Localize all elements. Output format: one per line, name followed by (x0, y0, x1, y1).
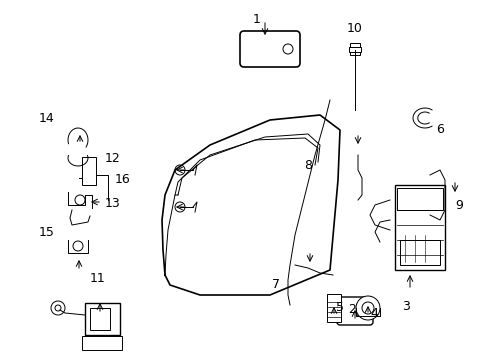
Bar (394, 185, 444, 270)
Text: 13: 13 (104, 197, 120, 210)
Bar (85, 303, 120, 335)
Bar (348, 47, 360, 52)
Circle shape (55, 305, 61, 311)
Text: 14: 14 (39, 112, 54, 125)
Bar (90, 308, 110, 330)
Text: 9: 9 (455, 199, 463, 212)
Text: 8: 8 (304, 159, 311, 172)
Bar (396, 188, 442, 210)
FancyBboxPatch shape (240, 31, 299, 67)
Text: 12: 12 (104, 152, 120, 165)
Text: 10: 10 (346, 22, 362, 35)
Text: 7: 7 (272, 278, 280, 291)
Bar (326, 294, 340, 322)
Text: 2: 2 (347, 303, 355, 316)
Text: 4: 4 (369, 307, 377, 320)
Bar (349, 43, 359, 55)
Circle shape (355, 296, 379, 320)
Circle shape (175, 202, 184, 212)
Text: 16: 16 (114, 174, 130, 186)
Text: 15: 15 (39, 226, 54, 239)
Circle shape (361, 302, 373, 314)
Circle shape (175, 165, 184, 175)
Circle shape (51, 301, 65, 315)
Circle shape (75, 195, 85, 205)
Text: 1: 1 (252, 13, 260, 26)
Text: 6: 6 (435, 123, 443, 136)
Bar (82, 336, 122, 350)
Text: 11: 11 (90, 273, 105, 285)
Text: 3: 3 (401, 300, 409, 312)
Circle shape (73, 241, 83, 251)
Text: 5: 5 (335, 301, 343, 314)
FancyBboxPatch shape (336, 297, 372, 325)
Bar (399, 240, 439, 265)
Bar (82, 157, 96, 185)
